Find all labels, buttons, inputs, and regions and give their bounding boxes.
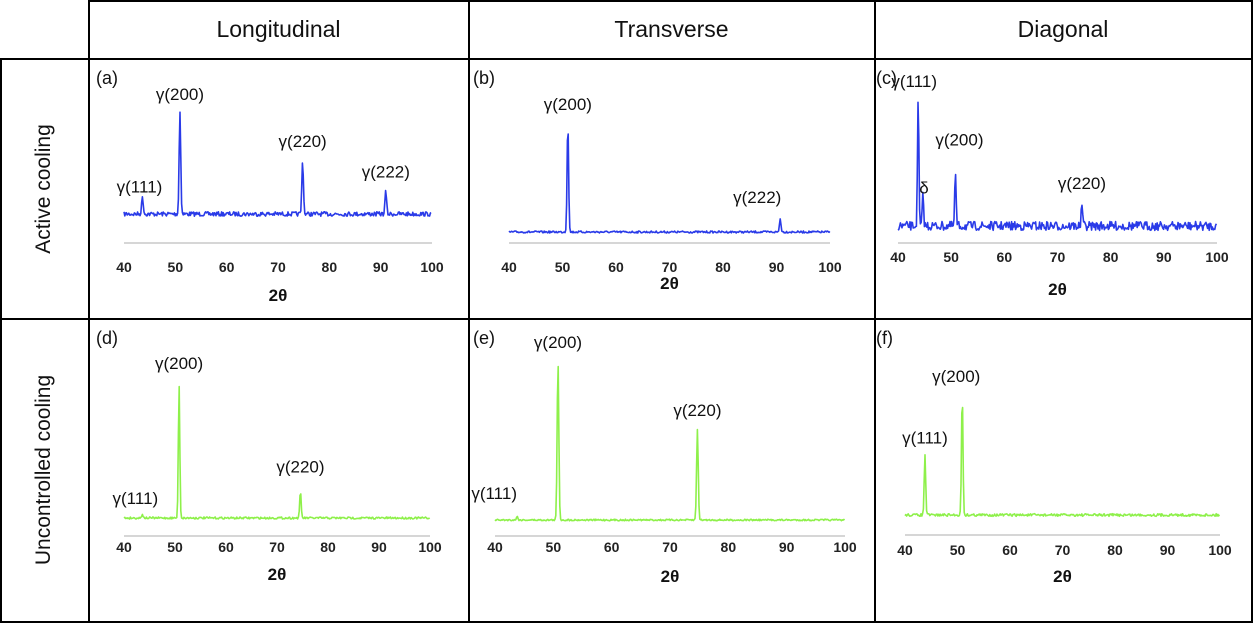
table-border-col1 (88, 0, 90, 623)
panel-f-tick-label: 100 (1208, 542, 1232, 558)
panel-c-peak-label: γ(220) (1058, 174, 1106, 193)
panel-c-tick-label: 40 (890, 249, 906, 265)
panel-d-tick-label: 70 (269, 539, 285, 555)
panel-e-panel-label: (e) (473, 328, 495, 348)
panel-e-peak-label: γ(200) (534, 333, 582, 352)
panel-d-panel-label: (d) (96, 328, 118, 348)
panel-c-peak-label: γ(200) (935, 131, 983, 150)
panel-a-peak-label: γ(200) (156, 85, 204, 104)
panel-b-tick-label: 90 (769, 259, 785, 275)
panel-f-xrd-trace (904, 406, 1221, 518)
column-header-diagonal: Diagonal (1017, 15, 1109, 42)
panel-d-xrd-trace (123, 385, 431, 520)
panel-b-tick-label: 70 (662, 259, 678, 275)
panel-c-peak-label: δ (919, 178, 928, 197)
panel-e-peak-label: γ(220) (673, 401, 721, 420)
panel-a-tick-label: 40 (116, 259, 132, 275)
panel-b-peak-label: γ(200) (544, 95, 592, 114)
panel-a-tick-label: 80 (322, 259, 338, 275)
panel-c-panel-label: (c) (876, 68, 897, 88)
panel-f-x-axis-label: 2θ (1053, 567, 1072, 586)
table-border-bottom (0, 621, 1253, 623)
panel-c-tick-label: 50 (943, 249, 959, 265)
panel-a-tick-label: 50 (168, 259, 184, 275)
panel-a-peak-label: γ(111) (117, 178, 163, 197)
table-border-top (88, 0, 1253, 2)
panel-d-x-axis-label: 2θ (268, 565, 287, 584)
table-border-right (1251, 0, 1253, 623)
panel-a-x-axis-label: 2θ (269, 286, 288, 305)
panel-f-peak-label: γ(200) (932, 367, 980, 386)
panel-f-tick-label: 80 (1107, 542, 1123, 558)
panel-a-tick-label: 60 (219, 259, 235, 275)
table-border-middle (0, 318, 1253, 320)
panel-b-tick-label: 50 (555, 259, 571, 275)
panel-a-tick-label: 90 (373, 259, 389, 275)
panel-d-tick-label: 100 (418, 539, 442, 555)
panel-b-tick-label: 60 (608, 259, 624, 275)
panel-d-peak-label: γ(111) (113, 489, 159, 508)
panel-b-xrd-trace (508, 133, 831, 234)
panel-d-tick-label: 80 (320, 539, 336, 555)
panel-b-tick-label: 40 (501, 259, 517, 275)
panel-f-tick-label: 50 (950, 542, 966, 558)
panel-d-tick-label: 50 (167, 539, 183, 555)
panel-e-x-axis-label: 2θ (661, 567, 680, 586)
panel-a-xrd-trace (123, 111, 432, 217)
panel-e-tick-label: 50 (546, 539, 562, 555)
panel-b-tick-label: 100 (818, 259, 842, 275)
panel-a-peak-label: γ(220) (279, 132, 327, 151)
panel-e-tick-label: 90 (779, 539, 795, 555)
panel-f-tick-label: 40 (897, 542, 913, 558)
panel-f-peak-label: γ(111) (902, 429, 948, 448)
panel-e-tick-label: 60 (604, 539, 620, 555)
panel-a-tick-label: 70 (270, 259, 286, 275)
panel-d-tick-label: 60 (218, 539, 234, 555)
panel-a-peak-label: γ(222) (362, 163, 410, 182)
panel-f-tick-label: 70 (1055, 542, 1071, 558)
panel-d-tick-label: 90 (371, 539, 387, 555)
panel-e-peak-label: γ(111) (471, 484, 517, 503)
panel-e-xrd-trace (494, 365, 846, 522)
panel-f-tick-label: 60 (1002, 542, 1018, 558)
panel-f-tick-label: 90 (1160, 542, 1176, 558)
panel-b-tick-label: 80 (715, 259, 731, 275)
table-border-left (0, 58, 2, 623)
panel-e-tick-label: 100 (833, 539, 857, 555)
panel-c-tick-label: 60 (997, 249, 1013, 265)
panel-a-tick-label: 100 (420, 259, 444, 275)
panel-d-peak-label: γ(220) (276, 457, 324, 476)
panel-b-x-axis-label: 2θ (660, 274, 679, 293)
table-border-col3 (874, 0, 876, 623)
panel-b-panel-label: (b) (473, 68, 495, 88)
column-header-longitudinal: Longitudinal (216, 15, 341, 42)
panel-f-panel-label: (f) (876, 328, 893, 348)
panel-c-tick-label: 90 (1156, 249, 1172, 265)
panel-c-tick-label: 100 (1205, 249, 1229, 265)
panel-a-panel-label: (a) (96, 68, 118, 88)
panel-d-peak-label: γ(200) (155, 354, 203, 373)
panel-e-tick-label: 80 (721, 539, 737, 555)
panel-c-xrd-trace (897, 101, 1218, 232)
panel-d-tick-label: 40 (116, 539, 132, 555)
column-header-transverse: Transverse (614, 15, 729, 42)
panel-c-x-axis-label: 2θ (1048, 280, 1067, 299)
table-border-col2 (468, 0, 470, 623)
panel-b-peak-label: γ(222) (733, 188, 781, 207)
panel-e-tick-label: 70 (662, 539, 678, 555)
table-border-header (0, 58, 1253, 60)
panel-c-tick-label: 70 (1050, 249, 1066, 265)
panel-e-tick-label: 40 (487, 539, 503, 555)
panel-c-peak-label: γ(111) (891, 72, 937, 91)
panel-c-tick-label: 80 (1103, 249, 1119, 265)
